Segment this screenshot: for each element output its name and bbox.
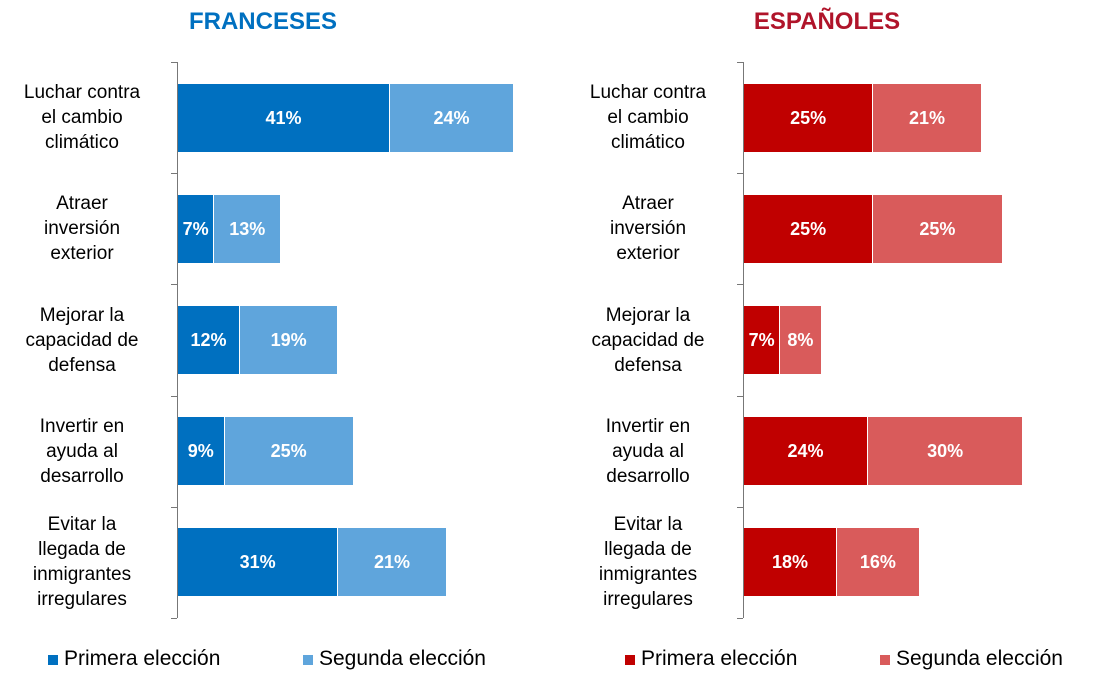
value-label: 18% <box>772 552 809 573</box>
bar <box>178 528 338 597</box>
category-label: Evitar la llegada de inmigrantes irregul… <box>598 514 698 611</box>
bar <box>214 194 281 263</box>
value-label: 8% <box>787 330 814 350</box>
value-label: 16% <box>859 552 896 573</box>
bar <box>744 417 868 486</box>
bar <box>744 194 873 263</box>
bar <box>389 83 514 152</box>
value-label: 21% <box>374 552 411 573</box>
axis-tick <box>171 284 177 286</box>
category-label: Evitar la llegada de inmigrantes irregul… <box>32 514 132 611</box>
value-label: 25% <box>790 218 827 239</box>
axis-line <box>177 62 178 618</box>
axis-tick <box>737 284 743 286</box>
axis-tick <box>171 62 177 63</box>
bar <box>744 83 873 152</box>
bar <box>744 306 780 374</box>
value-label: 41% <box>265 107 302 128</box>
category-label: Atraer inversión exterior <box>609 193 687 265</box>
bar <box>837 528 919 597</box>
bar <box>780 306 821 374</box>
value-label: 30% <box>927 441 964 462</box>
value-label: 25% <box>790 107 827 128</box>
axis-tick <box>737 62 743 63</box>
value-label: 19% <box>270 330 307 350</box>
bar <box>873 194 1002 263</box>
axis-tick <box>171 618 177 619</box>
legend-label: Primera elección <box>64 647 221 670</box>
category-label: Mejorar la capacidad de defensa <box>591 304 705 376</box>
legend-label: Primera elección <box>641 647 798 670</box>
value-label: 24% <box>433 107 470 128</box>
legend-swatch <box>880 655 890 665</box>
chart-title: ESPAÑOLES <box>753 8 901 35</box>
value-label: 7% <box>748 330 775 350</box>
value-label: 25% <box>919 218 956 239</box>
bar <box>744 528 837 597</box>
bar <box>868 417 1023 486</box>
category-label: Luchar contra el cambio climático <box>589 82 707 154</box>
legend-label: Segunda elección <box>319 647 486 670</box>
bar <box>178 306 240 374</box>
chart-title: FRANCESES <box>188 8 338 35</box>
value-label: 24% <box>787 441 824 462</box>
category-label: Invertir en ayuda al desarrollo <box>605 415 691 487</box>
category-label: Invertir en ayuda al desarrollo <box>39 415 125 487</box>
category-label: Luchar contra el cambio climático <box>23 82 141 154</box>
axis-tick <box>737 173 743 175</box>
value-label: 9% <box>187 441 214 462</box>
value-label: 7% <box>182 218 209 239</box>
value-label: 13% <box>229 218 266 239</box>
bar <box>873 83 981 152</box>
axis-tick <box>171 506 177 508</box>
axis-tick <box>171 173 177 175</box>
axis-line <box>743 62 744 618</box>
axis-tick <box>737 618 743 619</box>
axis-tick <box>737 395 743 397</box>
legend-swatch <box>625 655 635 665</box>
value-label: 31% <box>239 552 276 573</box>
category-label: Atraer inversión exterior <box>43 193 121 265</box>
bar <box>224 417 353 486</box>
bar <box>338 528 446 597</box>
legend-label: Segunda elección <box>896 647 1063 670</box>
axis-tick <box>171 395 177 397</box>
bar <box>178 417 224 486</box>
legend-swatch <box>48 655 58 665</box>
bar <box>178 83 389 152</box>
value-label: 21% <box>909 107 946 128</box>
bar <box>178 194 214 263</box>
axis-tick <box>737 506 743 508</box>
value-label: 25% <box>270 441 307 462</box>
legend-swatch <box>303 655 313 665</box>
category-label: Mejorar la capacidad de defensa <box>25 304 139 376</box>
value-label: 12% <box>190 330 227 350</box>
bar <box>240 306 338 374</box>
